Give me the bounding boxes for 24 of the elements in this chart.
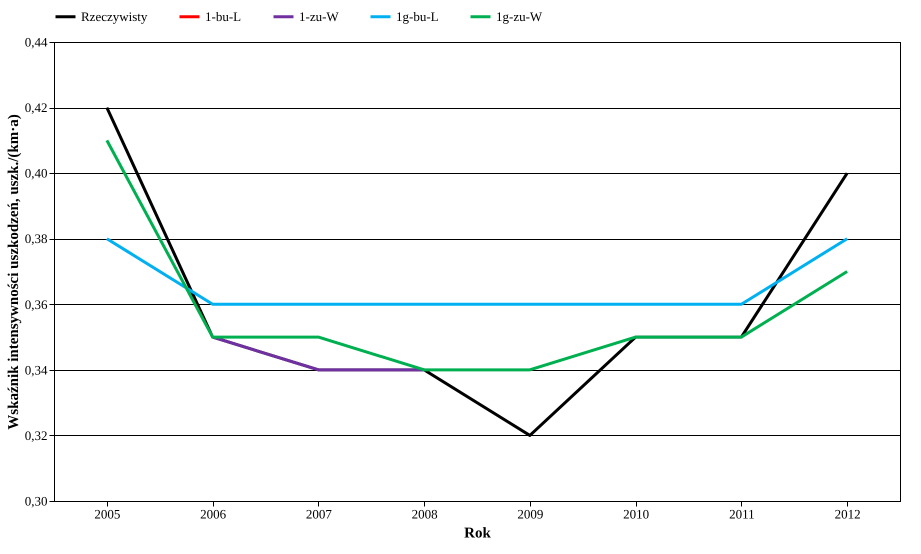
y-tick-label: 0,40 (24, 166, 48, 181)
legend-label: 1g-zu-W (496, 8, 543, 24)
y-tick-label: 0,38 (24, 231, 48, 246)
x-tick-label: 2006 (200, 506, 227, 522)
y-tick-label: 0,30 (24, 494, 48, 508)
line-series (105, 138, 849, 372)
x-tick-label: 2007 (306, 506, 332, 522)
x-axis-title: Rok (464, 526, 492, 542)
x-tick-label: 2010 (623, 506, 650, 522)
x-tick-label: 2008 (412, 506, 438, 522)
x-tick-label: 2012 (834, 506, 861, 522)
x-tick-label: 2011 (729, 506, 755, 522)
y-tick-label: 0,42 (24, 100, 48, 116)
y-tick-label: 0,44 (24, 34, 48, 50)
x-tick-label: 2009 (517, 506, 544, 522)
x-tick-label: 2005 (94, 506, 120, 522)
legend-label: Rzeczywisty (81, 8, 148, 24)
legend-label: 1-zu-W (299, 8, 340, 24)
legend-label: 1-bu-L (205, 8, 242, 24)
legend-label: 1g-bu-L (396, 8, 439, 24)
y-tick-label: 0,32 (24, 428, 48, 443)
y-tick-label: 0,36 (24, 296, 48, 312)
y-axis-title: Wskaźnik intensywności uszkodzeń, uszk./(km·a) (6, 114, 22, 430)
y-tick-label: 0,34 (24, 362, 48, 378)
